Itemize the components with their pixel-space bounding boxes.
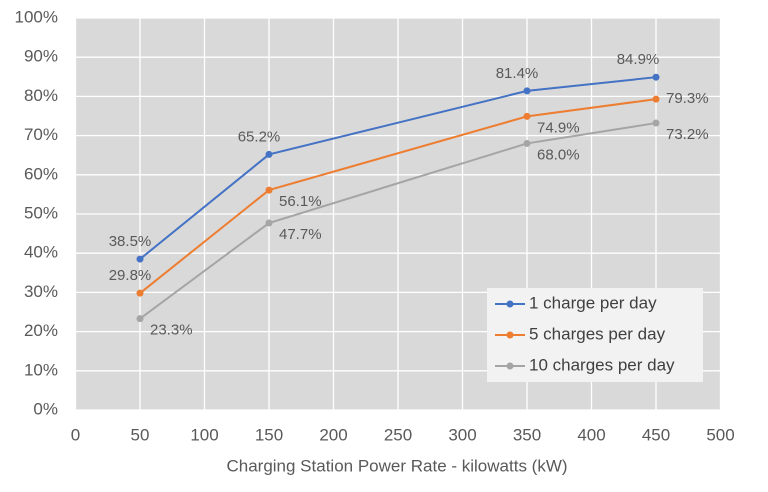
y-tick-label: 0% xyxy=(33,399,58,418)
data-point xyxy=(265,219,273,227)
y-tick-label: 20% xyxy=(24,321,58,340)
data-label: 56.1% xyxy=(279,193,322,210)
data-label: 68.0% xyxy=(537,146,580,163)
data-label: 38.5% xyxy=(109,233,152,250)
legend-marker xyxy=(506,331,514,339)
data-label: 47.7% xyxy=(279,226,322,243)
x-tick-label: 250 xyxy=(384,425,412,444)
data-label: 23.3% xyxy=(150,322,193,339)
x-axis-title: Charging Station Power Rate - kilowatts … xyxy=(226,456,567,475)
legend-marker xyxy=(506,362,514,370)
data-label: 81.4% xyxy=(496,65,539,82)
series-line xyxy=(139,76,657,260)
x-tick-label: 500 xyxy=(706,425,734,444)
y-tick-label: 30% xyxy=(24,282,58,301)
x-tick-label: 50 xyxy=(131,425,150,444)
data-label: 73.2% xyxy=(666,126,709,143)
x-tick-label: 350 xyxy=(513,425,541,444)
x-tick-label: 0 xyxy=(71,425,80,444)
data-point xyxy=(523,87,531,95)
x-tick-label: 400 xyxy=(577,425,605,444)
data-point xyxy=(652,73,660,81)
data-label: 29.8% xyxy=(109,267,152,284)
data-label: 74.9% xyxy=(537,119,580,136)
data-point xyxy=(136,315,144,323)
legend-label: 1 charge per day xyxy=(529,293,657,312)
data-point xyxy=(523,139,531,147)
legend-label: 5 charges per day xyxy=(529,324,666,343)
y-tick-label: 70% xyxy=(24,125,58,144)
data-point xyxy=(265,186,273,194)
x-tick-label: 200 xyxy=(319,425,347,444)
x-tick-label: 450 xyxy=(642,425,670,444)
y-tick-label: 60% xyxy=(24,164,58,183)
y-tick-label: 50% xyxy=(24,203,58,222)
data-point xyxy=(523,112,531,120)
y-tick-label: 40% xyxy=(24,243,58,262)
y-tick-label: 90% xyxy=(24,47,58,66)
y-tick-label: 10% xyxy=(24,360,58,379)
data-point xyxy=(136,255,144,263)
x-tick-label: 150 xyxy=(255,425,283,444)
x-tick-label: 300 xyxy=(448,425,476,444)
legend-label: 10 charges per day xyxy=(529,355,675,374)
data-label: 65.2% xyxy=(238,128,281,145)
y-tick-label: 100% xyxy=(15,7,58,26)
data-point xyxy=(136,289,144,297)
data-point xyxy=(652,95,660,103)
data-point xyxy=(652,119,660,127)
y-tick-label: 80% xyxy=(24,86,58,105)
legend-marker xyxy=(506,300,514,308)
series-line xyxy=(139,98,657,294)
x-tick-label: 100 xyxy=(190,425,218,444)
data-point xyxy=(265,150,273,158)
series-line xyxy=(139,122,657,320)
data-label: 79.3% xyxy=(666,90,709,107)
data-label: 84.9% xyxy=(617,51,660,68)
